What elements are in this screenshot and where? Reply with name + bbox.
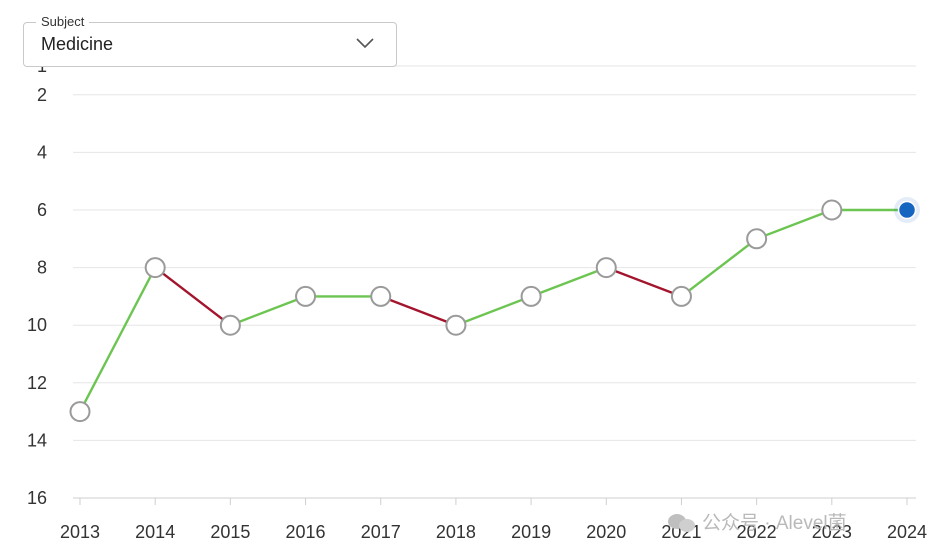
- y-tick-label: 2: [37, 85, 47, 105]
- watermark-text: 公众号 · Alevel菌: [702, 513, 847, 534]
- line-segment: [755, 208, 834, 241]
- data-point[interactable]: [370, 285, 392, 307]
- x-tick-label: 2015: [210, 522, 250, 542]
- x-tick-label: 2014: [135, 522, 175, 542]
- x-tick-label: 2016: [286, 522, 326, 542]
- data-point[interactable]: [69, 401, 91, 423]
- data-point[interactable]: [821, 199, 843, 221]
- x-tick-label: 2020: [586, 522, 626, 542]
- data-point[interactable]: [445, 314, 467, 336]
- data-point[interactable]: [746, 228, 768, 250]
- y-tick-label: 14: [27, 430, 47, 450]
- y-tick-label: 4: [37, 142, 47, 162]
- y-tick-label: 8: [37, 258, 47, 278]
- line-segment: [454, 295, 533, 327]
- series-line: [78, 208, 909, 413]
- subject-select-label: Subject: [36, 13, 90, 31]
- data-point[interactable]: [144, 257, 166, 279]
- x-tick-label: 2018: [436, 522, 476, 542]
- x-tick-label: 2017: [361, 522, 401, 542]
- x-tick-label: 2019: [511, 522, 551, 542]
- data-point[interactable]: [595, 257, 617, 279]
- watermark: 公众号 · Alevel菌: [668, 508, 847, 535]
- line-segment: [153, 266, 232, 327]
- x-tick-label: 2022: [737, 522, 777, 542]
- data-point-highlighted[interactable]: [897, 200, 917, 220]
- series-points: [69, 197, 920, 423]
- line-segment: [529, 266, 608, 298]
- line-segment: [605, 266, 683, 298]
- x-tick-label: 2013: [60, 522, 100, 542]
- data-point[interactable]: [219, 314, 241, 336]
- x-tick-label: 2023: [812, 522, 852, 542]
- y-tick-label: 6: [37, 200, 47, 220]
- data-point[interactable]: [670, 285, 692, 307]
- line-segment: [379, 295, 458, 327]
- line-segment: [680, 237, 758, 298]
- y-tick-label: 12: [27, 373, 47, 393]
- chevron-down-icon[interactable]: [356, 36, 374, 50]
- y-tick-label: 10: [27, 315, 47, 335]
- line-segment: [229, 295, 307, 327]
- data-point[interactable]: [295, 285, 317, 307]
- x-tick-label: 2024: [887, 522, 927, 542]
- grid-lines: [73, 65, 916, 499]
- y-tick-label: 16: [27, 488, 47, 508]
- subject-select[interactable]: Subject Medicine: [23, 13, 397, 67]
- line-segment: [78, 266, 157, 413]
- wechat-icon: [668, 512, 696, 532]
- axes: 1246810121416201320142015201620172018201…: [27, 56, 927, 542]
- subject-select-value: Medicine: [41, 34, 114, 54]
- data-point[interactable]: [520, 285, 542, 307]
